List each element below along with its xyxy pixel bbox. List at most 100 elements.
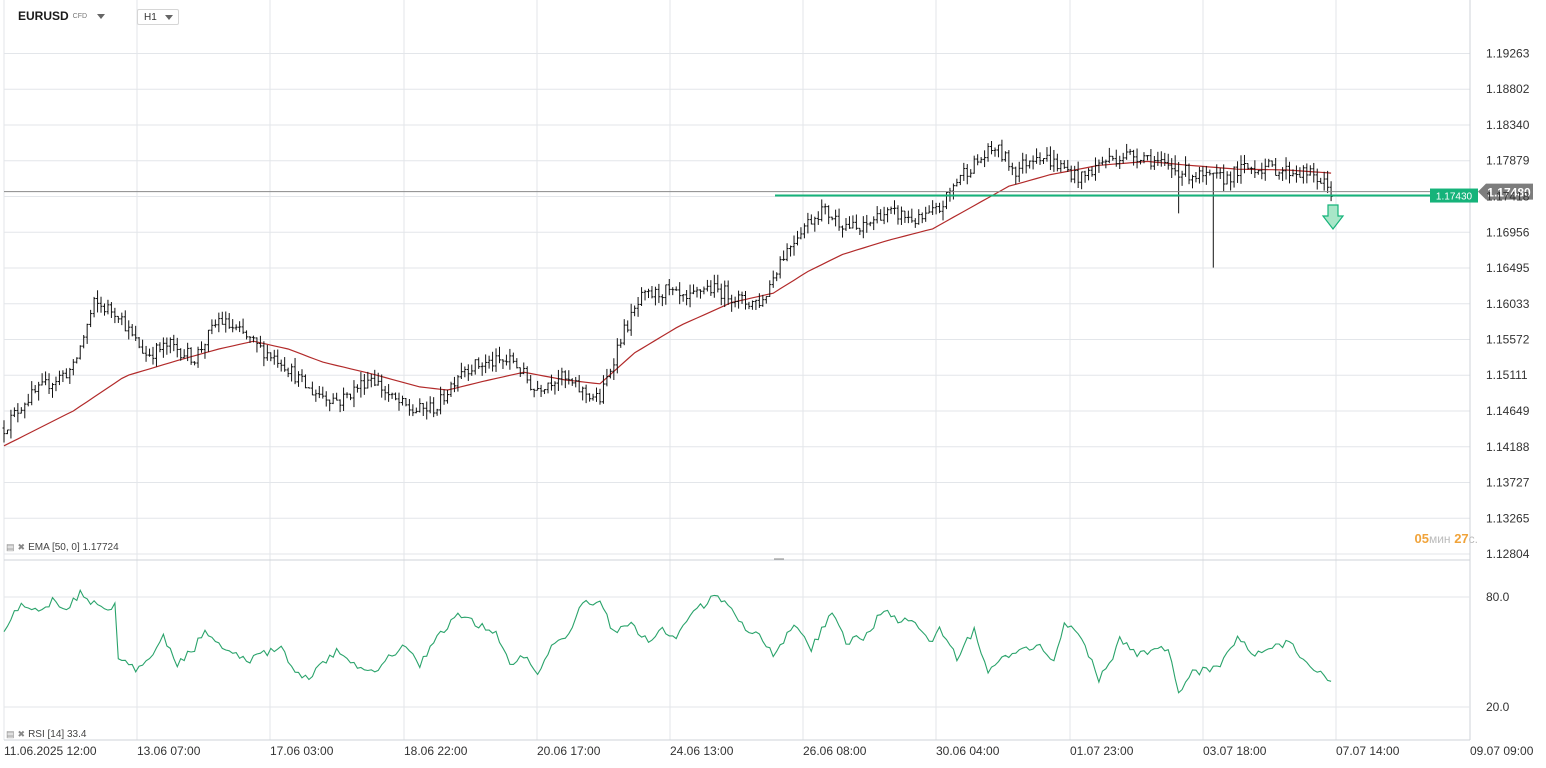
rsi-legend-label: RSI [14] 33.4 (28, 729, 87, 740)
list-icon[interactable]: ▤ (6, 542, 15, 552)
candle (986, 143, 990, 162)
candle (771, 270, 775, 288)
current-price-label: 1.17480 (1487, 186, 1531, 200)
candle (179, 348, 183, 361)
candle (1159, 151, 1163, 167)
candle (962, 162, 966, 181)
candle (1177, 161, 1181, 214)
price-tick-label: 1.14649 (1486, 404, 1530, 418)
candle (917, 209, 921, 225)
candle (979, 157, 983, 164)
candle (303, 374, 307, 389)
candle (23, 402, 27, 419)
candle (1062, 160, 1066, 169)
candle (709, 280, 713, 296)
candle (404, 397, 408, 407)
time-tick-label: 09.07 09:00 (1470, 744, 1534, 758)
candle (1281, 167, 1285, 181)
candle (1229, 171, 1233, 191)
candle (480, 362, 484, 376)
candle (1267, 158, 1271, 168)
close-icon[interactable]: ✖ (17, 729, 26, 739)
candle (1003, 151, 1007, 162)
candle (89, 309, 93, 328)
chevron-down-icon[interactable] (165, 15, 173, 20)
candle (903, 210, 907, 223)
close-icon[interactable]: ✖ (17, 542, 26, 552)
candle (577, 375, 581, 393)
candle (172, 334, 176, 352)
candle (466, 364, 470, 381)
symbol-selector[interactable]: EURUSD CFD (18, 9, 106, 23)
candle (279, 359, 283, 372)
ema-legend: ▤ ✖ EMA [50, 0] 1.17724 (6, 542, 119, 553)
price-tick-label: 1.17879 (1486, 154, 1530, 168)
candle (1232, 166, 1236, 188)
candle (927, 205, 931, 214)
candle (16, 403, 20, 423)
level-price-tag (1430, 188, 1478, 203)
timeframe-selector[interactable]: H1 (137, 9, 179, 25)
candle (497, 346, 501, 364)
candle (106, 299, 110, 315)
chevron-down-icon[interactable] (97, 13, 106, 19)
candle (71, 359, 75, 376)
candle (161, 337, 165, 358)
candle (750, 300, 754, 310)
candle (1145, 155, 1149, 161)
candle (331, 393, 335, 405)
candle (1242, 154, 1246, 174)
candle (9, 409, 13, 439)
time-tick-label: 01.07 23:00 (1070, 744, 1134, 758)
candle (64, 368, 68, 379)
candle (193, 361, 197, 366)
candle (470, 364, 474, 376)
candle (1010, 162, 1014, 176)
candle (1100, 156, 1104, 166)
candle (1156, 151, 1160, 166)
candle (612, 358, 616, 380)
candle (317, 386, 321, 399)
candle (477, 357, 481, 369)
countdown-minutes: 05 (1414, 531, 1429, 546)
candle (546, 382, 550, 394)
candle (875, 206, 879, 224)
candle (643, 289, 647, 301)
candle (1298, 167, 1302, 178)
candle (1270, 160, 1274, 167)
symbol-name[interactable]: EURUSD (18, 9, 69, 23)
candle (1260, 162, 1264, 180)
candle (813, 216, 817, 232)
candle (1076, 161, 1080, 188)
candle (1256, 170, 1260, 175)
chart-grid (3, 0, 1471, 741)
candle (896, 205, 900, 225)
candle (653, 286, 657, 306)
candle (210, 319, 214, 335)
list-icon[interactable]: ▤ (6, 729, 15, 739)
candle (1142, 152, 1146, 164)
candle (518, 367, 522, 377)
candle (442, 389, 446, 405)
candle (1042, 158, 1045, 164)
candle (349, 393, 352, 401)
candle (44, 371, 48, 386)
candle (92, 296, 96, 318)
candle (414, 407, 418, 414)
candle (723, 280, 727, 308)
candle (990, 141, 994, 155)
candle (1326, 170, 1330, 194)
candle (671, 287, 675, 296)
candle (1052, 149, 1056, 172)
candle (335, 392, 339, 401)
candle (511, 352, 515, 364)
time-tick-label: 18.06 22:00 (404, 744, 468, 758)
candle (116, 315, 120, 323)
candle (733, 296, 737, 308)
candle (1180, 170, 1184, 186)
time-tick-label: 13.06 07:00 (137, 744, 201, 758)
candle (744, 290, 748, 310)
candle (1218, 167, 1222, 179)
candle (484, 354, 488, 374)
